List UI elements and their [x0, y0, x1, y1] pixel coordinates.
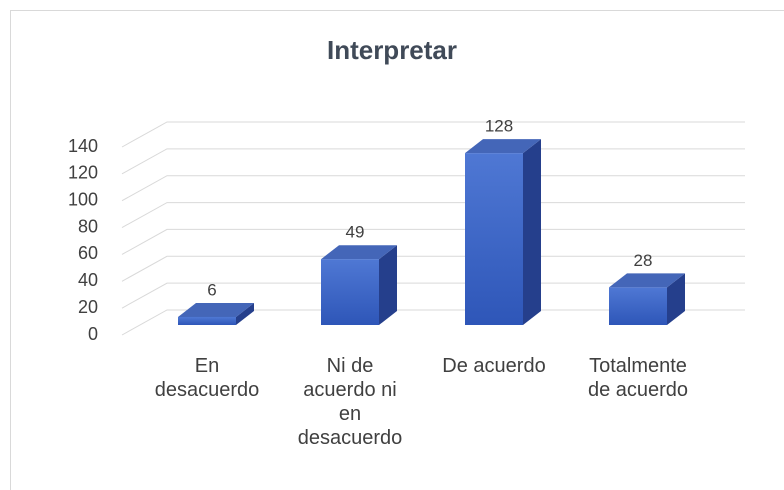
bar-side: [379, 245, 397, 325]
chart-border: [10, 10, 784, 490]
bar: [321, 259, 379, 325]
y-tick-label: 0: [88, 324, 98, 344]
y-tick-label: 140: [68, 136, 98, 156]
bar: [178, 316, 236, 325]
y-tick-label: 80: [78, 216, 98, 236]
y-tick-label: 20: [78, 297, 98, 317]
grid-line: [121, 202, 745, 229]
x-tick-label: De acuerdo: [442, 355, 546, 377]
bar: [609, 287, 667, 325]
y-tick-label: 60: [78, 243, 98, 263]
value-label: 128: [485, 117, 513, 136]
y-tick-label: 40: [78, 270, 98, 290]
bar: [465, 153, 523, 325]
chart-title: Interpretar: [327, 35, 457, 65]
x-tick-label: Totalmente de acuerdo: [587, 355, 689, 401]
y-tick-label: 120: [68, 163, 98, 183]
bar-top: [465, 139, 541, 154]
grid-line: [121, 148, 745, 175]
value-label: 49: [346, 223, 365, 242]
value-label: 28: [634, 251, 653, 270]
value-label: 6: [207, 280, 216, 299]
bar-top: [321, 245, 397, 260]
bar-side: [667, 273, 685, 325]
grid-line: [121, 309, 745, 336]
grid-line: [121, 121, 745, 148]
grid-line: [121, 282, 745, 309]
bar-top: [609, 273, 685, 288]
grid-line: [121, 255, 745, 282]
y-tick-label: 100: [68, 189, 98, 209]
bar-side: [236, 302, 254, 325]
x-tick-label: En desacuerdo: [154, 355, 260, 401]
bar-top: [178, 302, 254, 317]
grid-line: [121, 175, 745, 202]
grid-line: [121, 228, 745, 255]
x-tick-label: Ni de acuerdo ni en desacuerdo: [297, 355, 403, 449]
bar-side: [523, 139, 541, 325]
